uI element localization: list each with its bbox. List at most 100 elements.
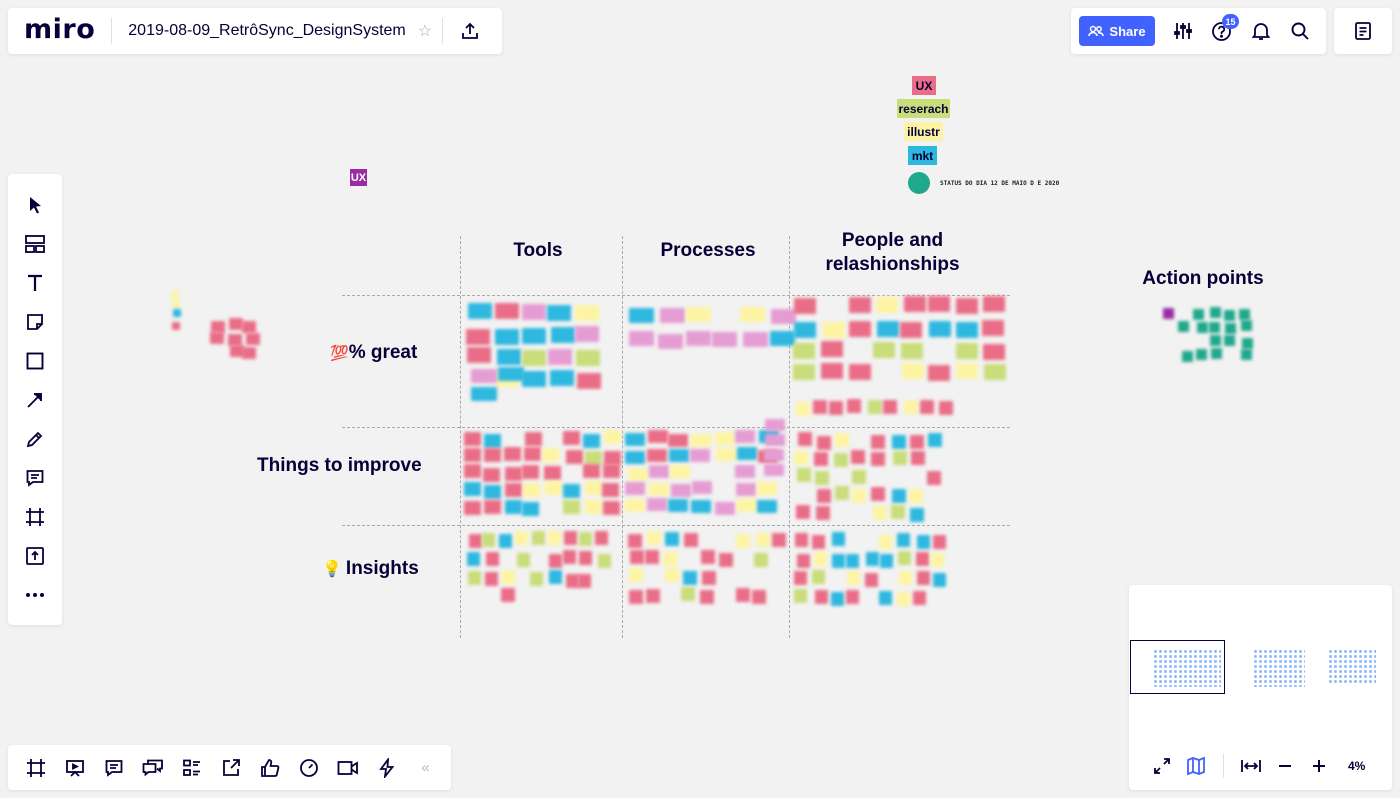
sticky-note[interactable] — [890, 504, 905, 519]
sticky-note[interactable] — [463, 448, 481, 463]
sticky-note[interactable] — [873, 505, 888, 520]
sticky-note[interactable] — [916, 552, 930, 567]
sticky-note[interactable] — [668, 498, 689, 512]
sticky-note[interactable] — [740, 306, 766, 322]
sticky-note[interactable] — [1178, 320, 1190, 332]
sticky-note[interactable] — [714, 431, 735, 445]
text-tool[interactable] — [15, 263, 55, 302]
sticky-note[interactable] — [755, 532, 770, 547]
sticky-note[interactable] — [816, 435, 831, 450]
sticky-note[interactable] — [663, 551, 678, 566]
sticky-note[interactable] — [913, 590, 927, 605]
sticky-note[interactable] — [793, 297, 816, 314]
sticky-note[interactable] — [547, 348, 572, 365]
sticky-note[interactable] — [602, 482, 620, 497]
sticky-note[interactable] — [170, 290, 179, 299]
sticky-note[interactable] — [483, 467, 501, 482]
map-toggle-button[interactable] — [1179, 749, 1213, 783]
sticky-note[interactable] — [814, 451, 829, 466]
sticky-note[interactable] — [575, 325, 600, 342]
sticky-note[interactable] — [1241, 348, 1253, 360]
sticky-note[interactable] — [464, 464, 482, 479]
sticky-note[interactable] — [715, 501, 736, 515]
sticky-note[interactable] — [795, 532, 809, 547]
sticky-note[interactable] — [627, 533, 642, 548]
search-button[interactable] — [1280, 10, 1319, 52]
sticky-note[interactable] — [909, 507, 924, 522]
sticky-note[interactable] — [736, 498, 757, 512]
sticky-note[interactable] — [503, 447, 521, 462]
sticky-note[interactable] — [659, 307, 685, 323]
sticky-note[interactable] — [930, 553, 944, 568]
sticky-note[interactable] — [821, 363, 844, 380]
sticky-note[interactable] — [1241, 337, 1253, 349]
sticky-note[interactable] — [883, 400, 898, 415]
sticky-note[interactable] — [736, 447, 757, 461]
sticky-note[interactable] — [1193, 309, 1205, 321]
sticky-note[interactable] — [846, 554, 860, 569]
sticky-note[interactable] — [646, 449, 667, 463]
sticky-note[interactable] — [629, 308, 655, 324]
sticky-note[interactable] — [604, 450, 622, 465]
sticky-note[interactable] — [793, 321, 816, 338]
help-button[interactable]: 15 — [1202, 10, 1241, 52]
sticky-note[interactable] — [604, 430, 622, 445]
column-header-tools[interactable]: Tools — [513, 240, 563, 261]
sticky-note[interactable] — [821, 341, 844, 358]
sticky-note[interactable] — [928, 321, 951, 337]
row-label-great[interactable]: 💯% great — [330, 342, 417, 364]
sticky-note[interactable] — [892, 435, 907, 450]
sticky-note[interactable] — [835, 486, 850, 501]
sticky-note[interactable] — [504, 482, 522, 497]
sticky-note[interactable] — [565, 450, 583, 465]
sticky-note[interactable] — [700, 590, 715, 605]
sticky-note[interactable] — [1224, 309, 1236, 321]
sticky-note[interactable] — [891, 489, 906, 504]
fullscreen-button[interactable] — [1145, 749, 1179, 783]
sticky-note[interactable] — [671, 484, 691, 498]
sticky-note[interactable] — [816, 488, 831, 503]
sticky-note[interactable] — [210, 332, 225, 345]
sticky-note[interactable] — [211, 320, 226, 333]
sticky-note[interactable] — [625, 432, 646, 446]
sticky-note[interactable] — [831, 532, 845, 547]
sticky-note[interactable] — [501, 587, 516, 602]
sticky-note[interactable] — [495, 303, 520, 320]
sticky-note[interactable] — [498, 367, 525, 382]
sticky-note[interactable] — [845, 589, 859, 604]
sticky-note[interactable] — [522, 327, 547, 344]
sticky-note[interactable] — [928, 296, 951, 313]
sticky-note[interactable] — [847, 399, 862, 414]
sticky-note[interactable] — [549, 369, 574, 386]
collapse-toolbar-button[interactable]: « — [406, 747, 445, 789]
sticky-note[interactable] — [563, 499, 581, 514]
sticky-note[interactable] — [879, 535, 893, 550]
sticky-note[interactable] — [516, 552, 530, 567]
templates-tool[interactable] — [15, 224, 55, 263]
sticky-note[interactable] — [797, 554, 811, 569]
sticky-note[interactable] — [522, 501, 540, 516]
sticky-note[interactable] — [757, 482, 778, 495]
sticky-note[interactable] — [530, 572, 544, 587]
sticky-note[interactable] — [685, 331, 711, 347]
sticky-note[interactable] — [701, 570, 716, 585]
sticky-note[interactable] — [485, 551, 499, 566]
sticky-note[interactable] — [847, 570, 861, 585]
sticky-note[interactable] — [665, 568, 680, 583]
status-text[interactable]: STATUS DO DIA 12 DE MAIO D E 2020 — [940, 180, 1060, 187]
sticky-note[interactable] — [228, 318, 243, 331]
sticky-note[interactable] — [870, 435, 885, 450]
sticky-note[interactable] — [896, 591, 910, 606]
sticky-note[interactable] — [916, 571, 930, 586]
sticky-note[interactable] — [627, 467, 648, 481]
ux-tag[interactable]: UX — [350, 169, 367, 186]
sticky-note[interactable] — [852, 489, 867, 504]
sticky-note[interactable] — [550, 326, 575, 343]
sticky-note[interactable] — [692, 481, 713, 495]
star-icon[interactable]: ☆ — [417, 23, 433, 40]
sticky-note[interactable] — [848, 321, 871, 338]
sticky-note[interactable] — [579, 550, 593, 565]
sticky-note[interactable] — [575, 349, 600, 366]
sticky-note[interactable] — [898, 551, 912, 566]
sticky-note[interactable] — [466, 551, 480, 566]
